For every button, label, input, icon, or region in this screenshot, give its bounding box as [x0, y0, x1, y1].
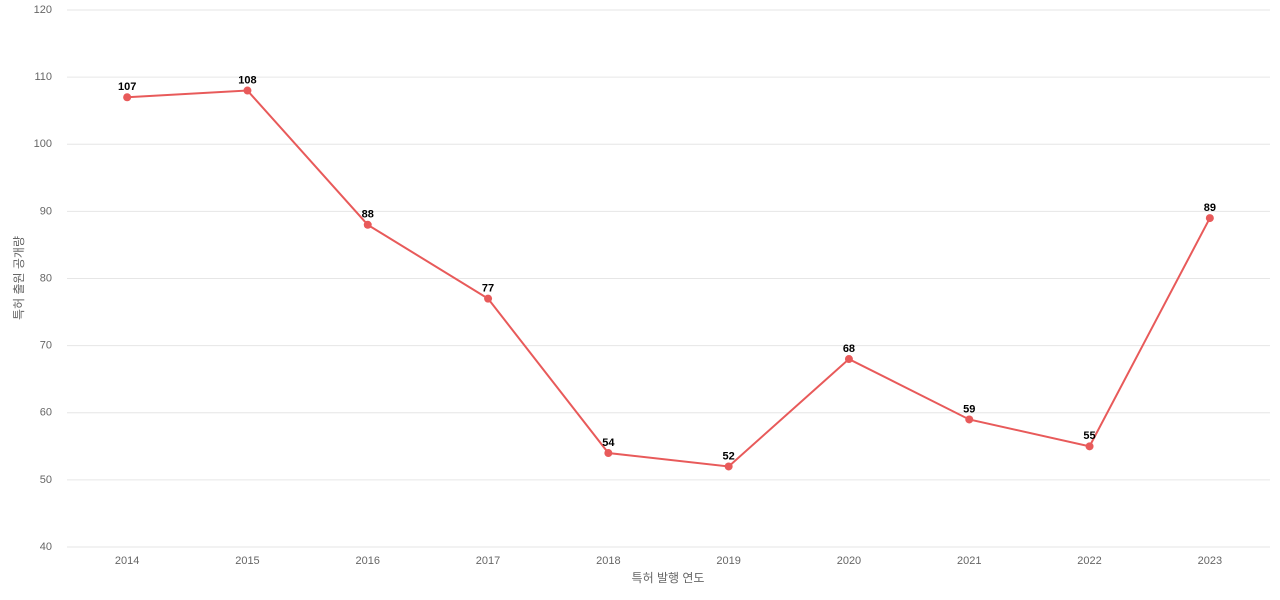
- point: [363, 220, 372, 229]
- point: [844, 355, 853, 364]
- y-tick-label: 120: [34, 4, 52, 16]
- data-label: 107: [118, 81, 136, 93]
- y-axis-title: 특허 출원 공개량: [12, 236, 26, 320]
- data-label: 89: [1204, 202, 1216, 214]
- point: [243, 86, 252, 95]
- line: [127, 89, 1211, 468]
- x-tick-label: 2022: [1077, 555, 1101, 567]
- x-tick-label: 2018: [596, 555, 620, 567]
- point: [484, 294, 493, 303]
- y-tick-label: 110: [34, 71, 52, 83]
- data-label: 68: [843, 343, 855, 355]
- x-tick-label: 2021: [957, 555, 981, 567]
- point: [965, 415, 974, 424]
- x-tick-label: 2017: [476, 555, 500, 567]
- x-axis-title: 특허 발행 연도: [632, 570, 705, 585]
- data-label: 88: [362, 209, 374, 221]
- data-label: 108: [238, 74, 256, 86]
- point: [1085, 442, 1094, 451]
- point: [724, 462, 733, 471]
- y-tick-label: 40: [40, 541, 52, 553]
- data-label: 54: [602, 437, 615, 449]
- data-label: 52: [723, 450, 735, 462]
- x-tick-label: 2015: [235, 555, 259, 567]
- y-tick-label: 100: [34, 138, 52, 150]
- y-tick-label: 80: [40, 272, 52, 284]
- y-tick-label: 60: [40, 407, 52, 419]
- point: [604, 449, 613, 458]
- y-tick-label: 70: [40, 340, 52, 352]
- y-tick-label: 90: [40, 205, 52, 217]
- data-label: 55: [1083, 430, 1095, 442]
- x-tick-label: 2023: [1198, 555, 1222, 567]
- x-tick-label: 2020: [837, 555, 861, 567]
- data-label: 77: [482, 283, 494, 295]
- x-tick-label: 2019: [716, 555, 740, 567]
- y-tick-label: 50: [40, 474, 52, 486]
- point: [1205, 214, 1214, 223]
- point: [123, 93, 132, 102]
- x-tick-label: 2016: [356, 555, 380, 567]
- x-tick-label: 2014: [115, 555, 139, 567]
- data-label: 59: [963, 403, 975, 415]
